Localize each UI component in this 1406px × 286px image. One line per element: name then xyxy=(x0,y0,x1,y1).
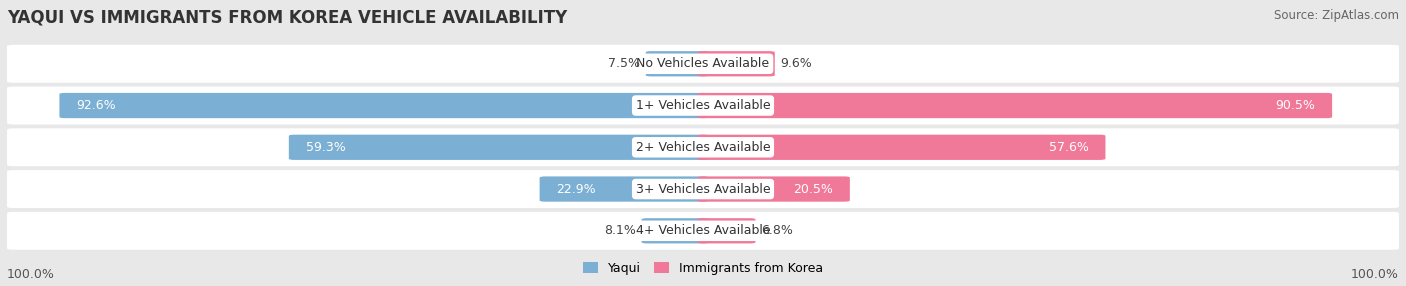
Text: 3+ Vehicles Available: 3+ Vehicles Available xyxy=(636,182,770,196)
Text: 7.5%: 7.5% xyxy=(607,57,640,70)
FancyBboxPatch shape xyxy=(7,212,1399,250)
FancyBboxPatch shape xyxy=(59,93,709,118)
FancyBboxPatch shape xyxy=(697,93,1331,118)
FancyBboxPatch shape xyxy=(641,218,709,243)
FancyBboxPatch shape xyxy=(7,45,1399,83)
FancyBboxPatch shape xyxy=(7,170,1399,208)
FancyBboxPatch shape xyxy=(645,51,709,76)
Legend: Yaqui, Immigrants from Korea: Yaqui, Immigrants from Korea xyxy=(578,257,828,280)
FancyBboxPatch shape xyxy=(697,218,755,243)
Text: 59.3%: 59.3% xyxy=(305,141,346,154)
Text: No Vehicles Available: No Vehicles Available xyxy=(637,57,769,70)
Text: 57.6%: 57.6% xyxy=(1049,141,1088,154)
Text: 9.6%: 9.6% xyxy=(780,57,813,70)
Text: 2+ Vehicles Available: 2+ Vehicles Available xyxy=(636,141,770,154)
FancyBboxPatch shape xyxy=(7,87,1399,124)
FancyBboxPatch shape xyxy=(697,176,849,202)
FancyBboxPatch shape xyxy=(697,135,1105,160)
FancyBboxPatch shape xyxy=(288,135,709,160)
Text: 92.6%: 92.6% xyxy=(76,99,115,112)
Text: 1+ Vehicles Available: 1+ Vehicles Available xyxy=(636,99,770,112)
Text: 22.9%: 22.9% xyxy=(557,182,596,196)
Text: 100.0%: 100.0% xyxy=(1351,268,1399,281)
Text: Source: ZipAtlas.com: Source: ZipAtlas.com xyxy=(1274,9,1399,21)
Text: 100.0%: 100.0% xyxy=(7,268,55,281)
Text: 20.5%: 20.5% xyxy=(793,182,832,196)
Text: 4+ Vehicles Available: 4+ Vehicles Available xyxy=(636,224,770,237)
FancyBboxPatch shape xyxy=(7,128,1399,166)
FancyBboxPatch shape xyxy=(697,51,775,76)
Text: 8.1%: 8.1% xyxy=(605,224,636,237)
Text: YAQUI VS IMMIGRANTS FROM KOREA VEHICLE AVAILABILITY: YAQUI VS IMMIGRANTS FROM KOREA VEHICLE A… xyxy=(7,9,567,27)
FancyBboxPatch shape xyxy=(540,176,709,202)
Text: 6.8%: 6.8% xyxy=(761,224,793,237)
Text: 90.5%: 90.5% xyxy=(1275,99,1315,112)
